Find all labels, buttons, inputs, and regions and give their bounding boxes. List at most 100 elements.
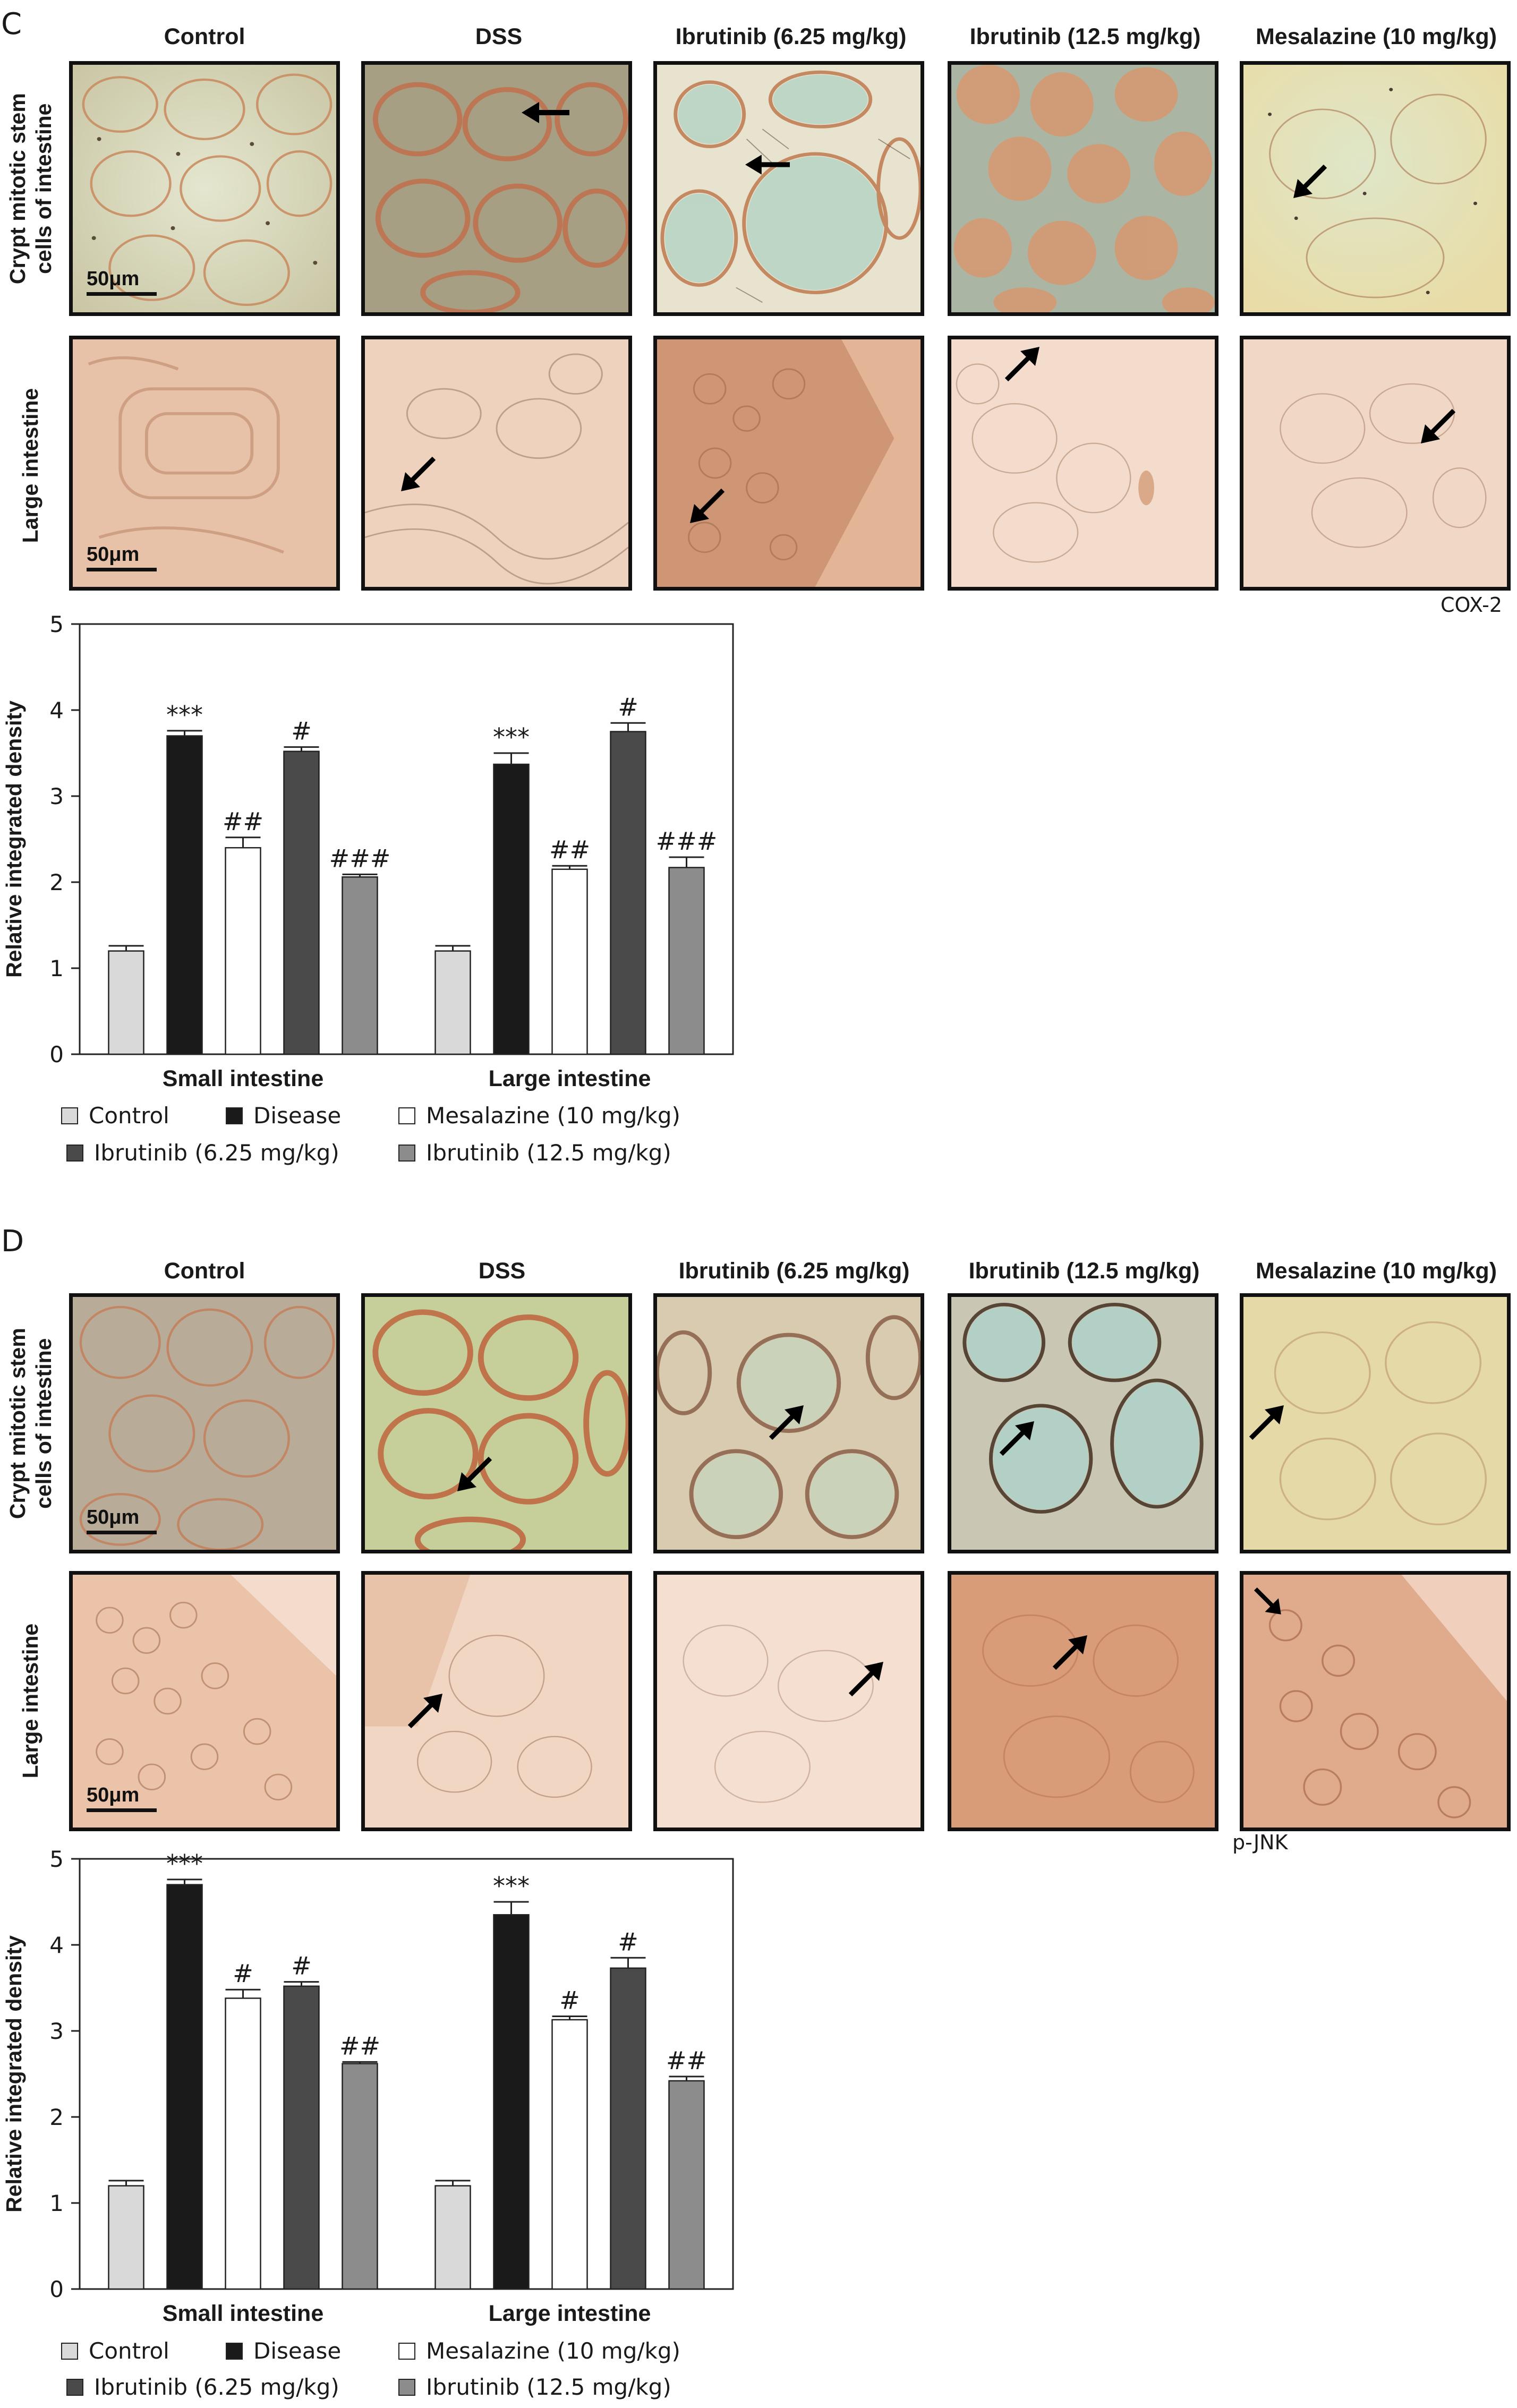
legend-swatch <box>398 1145 415 1162</box>
plot-frame <box>79 1858 734 2290</box>
arrow-icon <box>1254 1587 1281 1615</box>
y-tick-label: 5 <box>49 611 64 637</box>
y-tick-label: 5 <box>49 1846 64 1872</box>
scale-bar-label: 50μm <box>87 1784 140 1806</box>
column-header-dss: DSS <box>475 24 523 49</box>
scale-bar-label: 50μm <box>87 543 140 566</box>
significance-label: ### <box>656 827 718 856</box>
legend-swatch <box>226 1107 243 1124</box>
legend-item-mesalazine: Mesalazine (10 mg/kg) <box>398 2340 680 2362</box>
significance-label: # <box>559 1986 580 2014</box>
legend-item-ibrutinib-low: Ibrutinib (6.25 mg/kg) <box>66 2376 339 2398</box>
x-category-label: Small intestine <box>163 1066 323 1091</box>
column-header-dss: DSS <box>478 1258 526 1284</box>
bar <box>493 763 530 1055</box>
row-label-text: Crypt mitotic stem cells of intestine <box>5 1328 57 1519</box>
legend-label: Ibrutinib (6.25 mg/kg) <box>94 2374 339 2400</box>
micrograph-large-mesalazine <box>1240 1571 1511 1831</box>
row-label-crypt: Crypt mitotic stem cells of intestine <box>0 1293 62 1553</box>
micrograph-crypt-ibrutinib-low <box>653 1293 924 1553</box>
bar <box>610 731 646 1055</box>
legend-swatch <box>398 2379 415 2396</box>
legend-label: Disease <box>253 2338 342 2364</box>
bar <box>610 1967 646 2290</box>
bar <box>108 950 144 1055</box>
micrograph-crypt-ibrutinib-high <box>948 1293 1218 1553</box>
row-label-text: Large intestine <box>18 1624 43 1779</box>
scale-bar-line <box>87 292 157 296</box>
column-header-ibrutinib-high: Ibrutinib (12.5 mg/kg) <box>968 1258 1200 1284</box>
bar <box>342 876 378 1055</box>
legend-label: Control <box>89 2338 169 2364</box>
significance-label: # <box>233 1959 253 1988</box>
bar <box>108 2185 144 2290</box>
bar <box>283 750 320 1055</box>
micrograph-crypt-dss <box>361 1293 632 1553</box>
arrow-icon <box>1004 347 1039 382</box>
legend-item-control: Control <box>61 1105 169 1127</box>
scale-bar-label: 50μm <box>87 268 140 290</box>
micrograph-crypt-mesalazine <box>1240 61 1511 316</box>
legend-label: Control <box>89 1103 169 1129</box>
y-tick-label: 1 <box>49 2190 64 2216</box>
row-label-crypt: Crypt mitotic stem cells of intestine <box>0 58 62 319</box>
micrograph-large-ibrutinib-low <box>653 1571 924 1831</box>
legend-swatch <box>398 1107 415 1124</box>
bar <box>342 2063 378 2290</box>
significance-label: # <box>291 717 312 746</box>
micrograph-large-ibrutinib-high <box>948 336 1218 591</box>
row-label-line: cells of intestine <box>31 103 56 274</box>
scale-bar-line <box>87 568 157 571</box>
legend-item-control: Control <box>61 2340 169 2362</box>
x-category-label: Large intestine <box>489 2301 651 2326</box>
arrow-icon <box>401 456 436 491</box>
micrograph-crypt-mesalazine <box>1240 1293 1511 1553</box>
bar <box>493 1914 530 2290</box>
significance-label: ## <box>666 2046 707 2075</box>
significance-label: *** <box>493 1872 530 1900</box>
y-tick-label: 3 <box>49 783 64 809</box>
arrow-icon <box>1421 408 1456 443</box>
bar <box>551 868 588 1055</box>
bar-chart-cox2: 0 1 2 3 4 5 Relative integrated density *** ## # #… <box>0 608 765 1091</box>
arrow-icon <box>522 102 569 123</box>
micrograph-crypt-control: 50μm <box>69 1293 340 1553</box>
legend-swatch <box>398 2343 415 2360</box>
legend: Control Disease Mesalazine (10 mg/kg) Ib… <box>0 2340 765 2408</box>
column-header-ibrutinib-high: Ibrutinib (12.5 mg/kg) <box>969 24 1201 49</box>
y-tick-label: 4 <box>49 697 64 723</box>
row-label-large-intestine: Large intestine <box>0 336 62 596</box>
arrow-icon <box>769 1405 804 1440</box>
row-label-text: Large intestine <box>18 388 43 543</box>
y-tick-label: 2 <box>49 869 64 895</box>
micrograph-large-ibrutinib-high <box>948 1571 1218 1831</box>
x-category-label: Large intestine <box>489 1066 651 1091</box>
column-header-ibrutinib-low: Ibrutinib (6.25 mg/kg) <box>675 24 907 49</box>
arrow-icon <box>457 1456 492 1491</box>
legend-label: Ibrutinib (12.5 mg/kg) <box>426 2374 671 2400</box>
significance-label: ### <box>329 844 391 873</box>
arrow-icon <box>407 1694 442 1729</box>
micrograph-large-dss <box>361 336 632 591</box>
bar <box>283 1985 320 2290</box>
bar <box>668 867 705 1055</box>
y-tick-label: 2 <box>49 2104 64 2130</box>
bar <box>225 847 261 1055</box>
legend-label: Mesalazine (10 mg/kg) <box>426 2338 680 2364</box>
legend-swatch <box>66 1145 83 1162</box>
y-tick-label: 1 <box>49 955 64 981</box>
legend-swatch <box>61 2343 78 2360</box>
significance-label: # <box>618 1927 638 1956</box>
micrograph-large-control: 50μm <box>69 1571 340 1831</box>
bar <box>434 2185 471 2290</box>
y-tick-label: 4 <box>49 1932 64 1958</box>
legend-item-disease: Disease <box>226 2340 341 2362</box>
legend-item-ibrutinib-high: Ibrutinib (12.5 mg/kg) <box>398 1142 671 1164</box>
scale-bar: 50μm <box>87 544 157 571</box>
scale-bar-label: 50μm <box>87 1506 140 1529</box>
legend: Control Disease Mesalazine (10 mg/kg) Ib… <box>0 1105 765 1179</box>
legend-label: Ibrutinib (12.5 mg/kg) <box>426 1140 671 1166</box>
micrograph-crypt-control: 50μm <box>69 61 340 316</box>
column-header-mesalazine: Mesalazine (10 mg/kg) <box>1255 1258 1497 1284</box>
